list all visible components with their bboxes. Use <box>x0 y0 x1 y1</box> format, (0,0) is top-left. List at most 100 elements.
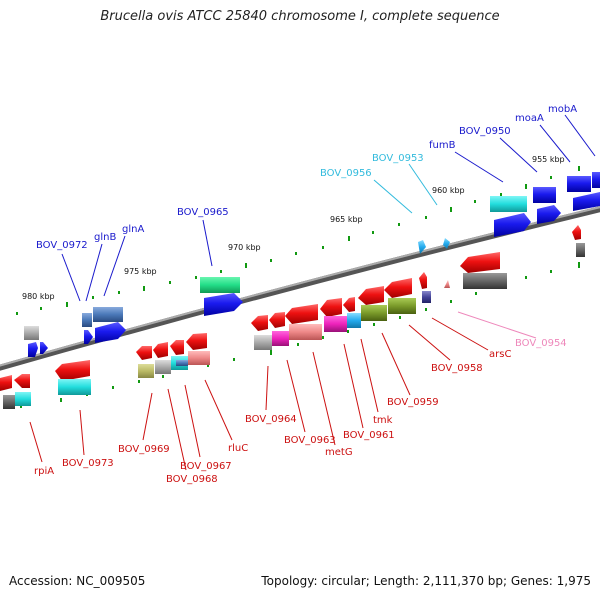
gene-label-bov0956: BOV_0956 <box>320 168 372 179</box>
leader-line <box>539 124 571 163</box>
gene-label-rpia: rpiA <box>34 466 54 477</box>
accession-text: Accession: NC_009505 <box>9 574 146 588</box>
tick-dot <box>550 270 552 273</box>
gene-bar <box>388 298 416 314</box>
gene-label-rluc: rluC <box>228 443 248 454</box>
tick-dot <box>578 166 580 171</box>
gene-bar <box>24 326 39 340</box>
gene-label-bov0967: BOV_0967 <box>180 461 232 472</box>
leader-line <box>360 338 379 413</box>
tick-dot <box>138 380 140 383</box>
gene-arrow <box>84 330 93 344</box>
gene-arrow <box>460 252 500 273</box>
leader-line <box>408 324 451 361</box>
tick-dot <box>195 276 197 279</box>
tick-label-970: 970 kbp <box>228 243 261 252</box>
leader-lines-bottom <box>29 311 537 471</box>
tick-dot <box>425 308 427 311</box>
leader-line <box>61 253 81 302</box>
forward-strand-genes <box>24 172 600 357</box>
gene-label-bov0972: BOV_0972 <box>36 240 88 251</box>
tick-dot <box>162 375 164 378</box>
leader-line <box>184 384 201 458</box>
gene-arrow <box>572 225 581 240</box>
gene-label-bov0958: BOV_0958 <box>431 363 483 374</box>
leader-line <box>204 379 233 441</box>
gene-label-bov0954: BOV_0954 <box>515 338 567 349</box>
gene-bar <box>347 313 361 328</box>
tick-dot <box>450 300 452 303</box>
leader-line <box>202 219 213 267</box>
tick-dot <box>40 307 42 310</box>
tick-label-955: 955 kbp <box>532 155 565 164</box>
leader-line <box>286 359 306 433</box>
tick-dot <box>60 398 62 402</box>
gene-label-bov0969: BOV_0969 <box>118 444 170 455</box>
tick-dot <box>578 262 580 268</box>
gene-label-metg: metG <box>325 447 353 458</box>
leader-line <box>142 392 153 441</box>
gene-arrow <box>418 240 426 254</box>
leader-line <box>408 163 438 206</box>
gene-bar <box>155 360 171 374</box>
tick-dot <box>474 200 476 203</box>
gene-label-bov0968: BOV_0968 <box>166 474 218 485</box>
tick-dot <box>525 184 527 189</box>
reverse-strand-genes <box>0 225 585 409</box>
tick-dot <box>207 364 209 367</box>
tick-dot <box>270 259 272 262</box>
tick-labels: 980 kbp 975 kbp 970 kbp 965 kbp 960 kbp … <box>22 155 565 301</box>
tick-dot <box>399 316 401 319</box>
tick-dot <box>475 292 477 295</box>
leader-line <box>85 243 103 302</box>
gene-bar <box>463 273 507 289</box>
tick-label-975: 975 kbp <box>124 267 157 276</box>
gene-arrow <box>419 272 427 289</box>
tick-dot <box>143 286 145 291</box>
tick-dot <box>348 236 350 241</box>
tick-dot <box>233 358 235 361</box>
gene-label-bov0973: BOV_0973 <box>62 458 114 469</box>
gene-arrow <box>14 374 30 388</box>
tick-label-960: 960 kbp <box>432 186 465 195</box>
gene-bar <box>272 331 289 346</box>
leader-line <box>564 114 596 157</box>
tick-dot <box>398 223 400 226</box>
leader-line <box>454 151 504 183</box>
tick-dot <box>500 193 502 196</box>
leader-line <box>29 421 43 463</box>
gene-arrow <box>40 342 48 354</box>
gene-label-glnb: glnB <box>94 232 116 243</box>
gene-arrow <box>573 192 600 211</box>
gene-bar <box>324 316 347 332</box>
gene-label-bov0963: BOV_0963 <box>284 435 336 446</box>
leader-line <box>79 409 85 456</box>
gene-arrow <box>251 315 268 331</box>
gene-bar <box>254 335 272 350</box>
tick-dot <box>550 176 552 179</box>
gene-bar <box>567 176 591 192</box>
gene-label-fumb: fumB <box>429 140 456 151</box>
tick-dot <box>245 263 247 268</box>
gene-bar <box>490 196 527 212</box>
gene-label-bov0950: BOV_0950 <box>459 126 511 137</box>
gene-arrow <box>358 286 384 305</box>
gene-arrow <box>28 342 38 357</box>
tick-dot <box>16 312 18 315</box>
tick-dot <box>322 336 324 339</box>
gene-arrow <box>153 342 168 358</box>
gene-label-bov0965: BOV_0965 <box>177 207 229 218</box>
gene-bar <box>93 307 123 322</box>
tick-dot <box>525 276 527 279</box>
gene-arrow <box>285 304 318 324</box>
leader-line <box>265 365 269 411</box>
tick-dot <box>295 252 297 255</box>
tick-label-980: 980 kbp <box>22 292 55 301</box>
gene-arrow <box>320 298 342 317</box>
gene-bar <box>138 364 154 378</box>
leader-line <box>499 137 538 173</box>
gene-arrow <box>443 238 450 249</box>
leader-line <box>312 351 336 446</box>
